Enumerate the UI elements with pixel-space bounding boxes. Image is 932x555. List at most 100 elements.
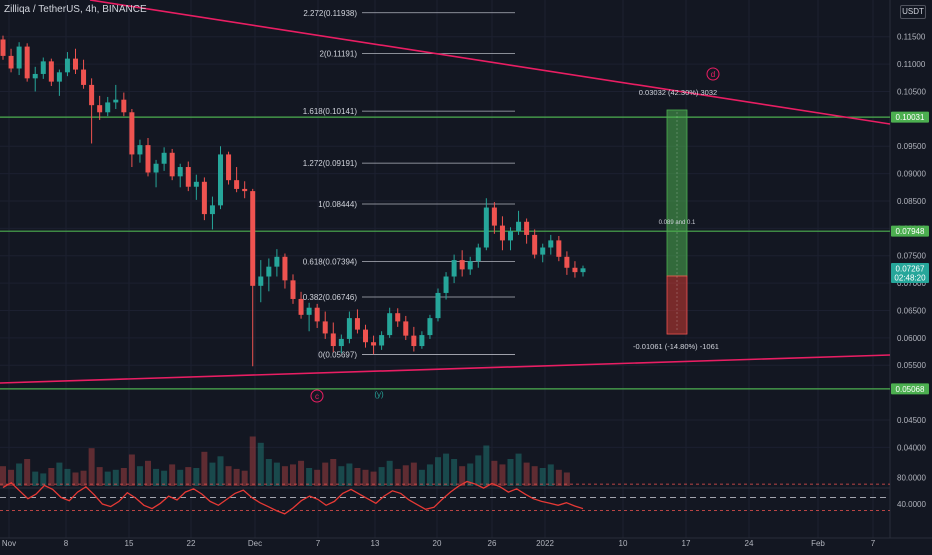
volume-bar	[177, 469, 184, 486]
volume-bar	[370, 471, 377, 486]
price-axis-tick: 0.11500	[897, 33, 926, 42]
long-position-tool: 0.03032 (42.30%) 3032 -0.01061 (-14.80%) …	[633, 88, 719, 351]
candle	[556, 236, 562, 262]
candle-body	[234, 180, 240, 189]
volume-bar	[451, 459, 458, 486]
volume-bar	[265, 459, 272, 486]
price-axis: 80.0000 40.0000 0.11500 0.11000 0.10500 0.095…	[891, 33, 929, 509]
volume-bar	[547, 464, 554, 486]
candle	[467, 256, 473, 275]
candle-body	[475, 247, 481, 262]
price-badge-label: 0.07267	[896, 264, 925, 273]
volume-bar	[161, 470, 168, 486]
loss-zone[interactable]	[666, 275, 688, 335]
price-badge-label: 0.10031	[896, 113, 925, 122]
candle-body	[129, 112, 135, 155]
price-badge[interactable]: 0.05068	[891, 383, 929, 395]
candle	[524, 218, 530, 244]
candle	[193, 174, 199, 200]
candle-body	[330, 333, 336, 347]
candle	[209, 196, 215, 230]
volume-bar	[499, 464, 506, 486]
price-axis-tick: 0.04500	[897, 416, 926, 425]
fib-extension: 2.272(0.11938) 2(0.11191) 1.618(0.10141) 1.…	[303, 9, 515, 359]
time-axis-tick: 10	[619, 539, 628, 548]
candle-body	[491, 207, 497, 226]
candle	[201, 177, 207, 221]
candle-body	[121, 99, 127, 113]
candle	[185, 161, 191, 192]
candle	[258, 260, 264, 303]
candle	[8, 48, 14, 73]
candle	[516, 210, 522, 235]
volume-bar	[72, 472, 79, 486]
volume-bar	[402, 465, 409, 486]
candle	[105, 96, 111, 117]
candle	[363, 324, 368, 348]
candle	[306, 302, 312, 332]
price-badge[interactable]: 0.07948	[891, 225, 929, 237]
volume-bar	[515, 453, 522, 486]
volume-bar	[249, 436, 256, 486]
volume-bar	[32, 471, 39, 486]
candle-body	[298, 298, 304, 315]
candle	[451, 254, 457, 284]
candle	[137, 139, 143, 163]
volume-bar	[145, 460, 151, 486]
candle	[282, 253, 288, 289]
volume-bar	[330, 459, 337, 486]
candle-body	[209, 205, 215, 215]
volume-bar	[491, 460, 498, 486]
wave-label-circle	[310, 389, 324, 403]
candle-body	[185, 167, 191, 187]
currency-badge[interactable]: USDT	[900, 5, 926, 19]
wave-label-circle	[706, 67, 720, 81]
candle	[16, 42, 22, 76]
candle-body	[193, 181, 199, 187]
fib-level-label: 1.618(0.10141)	[303, 107, 358, 116]
candle-body	[548, 240, 554, 248]
volume-bar	[153, 468, 160, 486]
candle	[250, 188, 256, 367]
candle	[145, 138, 151, 177]
volume-bar	[314, 469, 321, 486]
candle-body	[226, 154, 232, 181]
volume-bar	[281, 466, 288, 486]
price-badge-countdown: 02:48:20	[894, 273, 926, 282]
candle-body	[24, 46, 30, 79]
candle	[427, 314, 433, 339]
candle-body	[403, 321, 409, 336]
fib-level-label: 1.272(0.09191)	[303, 159, 358, 168]
wave-labels: c (y) d	[310, 67, 720, 403]
volume-bar	[483, 445, 490, 486]
volume-bar	[80, 470, 87, 486]
candle-body	[443, 276, 449, 293]
candle	[153, 159, 159, 188]
candle-body	[250, 191, 256, 286]
volume-bar	[386, 460, 393, 486]
candle-body	[145, 145, 151, 173]
candle-body	[411, 335, 417, 347]
candle-body	[516, 221, 522, 232]
candle-body	[274, 256, 280, 267]
candle	[169, 148, 175, 181]
candle-body	[266, 266, 272, 277]
candle	[491, 202, 497, 234]
candle	[435, 288, 441, 322]
candle-body	[153, 163, 159, 173]
fib-level-label: 0.618(0.07394)	[303, 258, 358, 267]
price-badge[interactable]: 0.10031	[891, 111, 929, 123]
volume-bar	[88, 448, 95, 486]
fib-level-label: 0(0.05697)	[318, 350, 357, 359]
candle	[290, 274, 296, 304]
candle-body	[314, 307, 320, 322]
candle	[443, 272, 449, 300]
volume-bar	[40, 473, 47, 486]
candle-body	[161, 152, 167, 164]
candle-body	[564, 256, 570, 268]
volume-bar	[193, 468, 200, 486]
candle	[226, 151, 232, 185]
